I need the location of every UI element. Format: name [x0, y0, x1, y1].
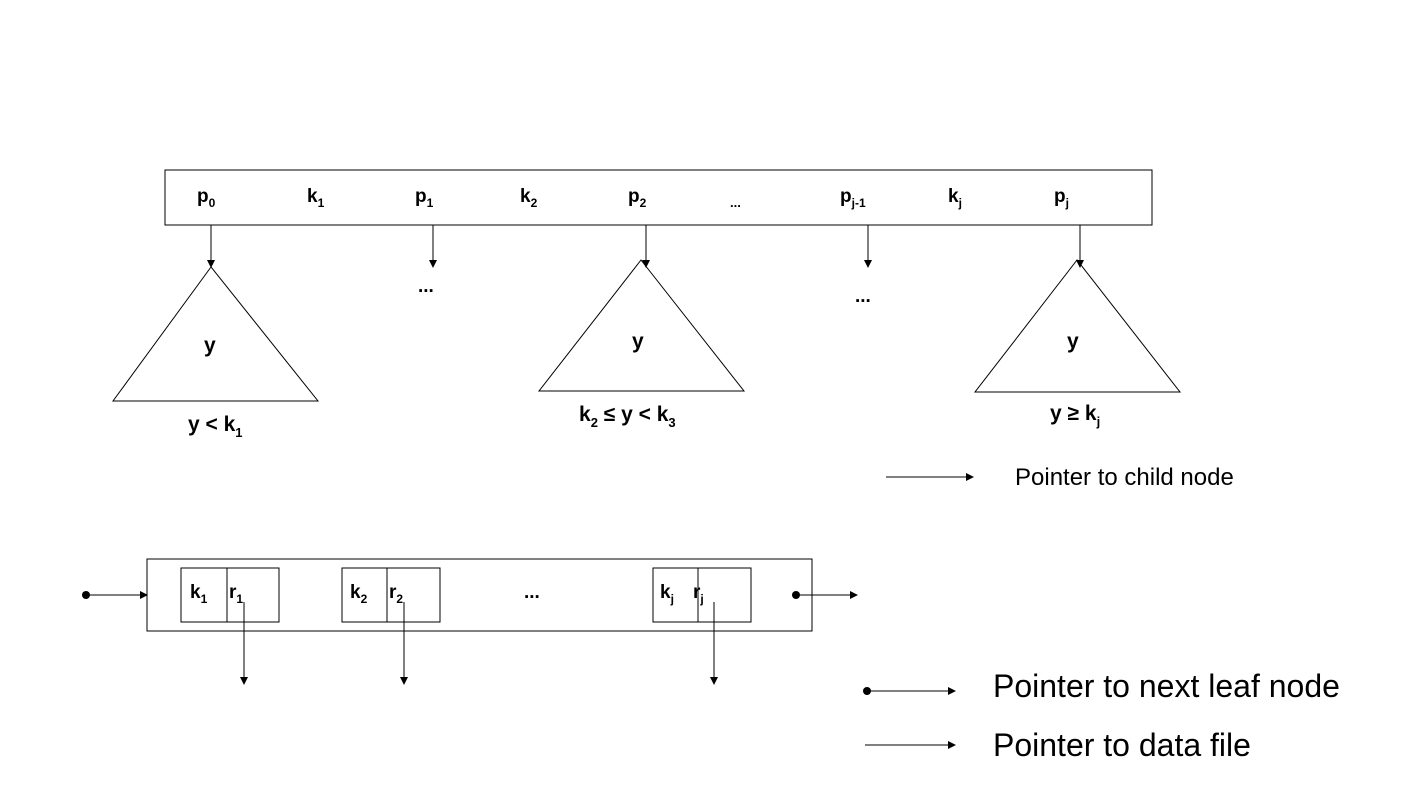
label-p2: p2	[628, 186, 647, 210]
leaf-cell-frame	[652, 567, 752, 623]
leaf-cell-1: k1 r1	[180, 567, 280, 685]
legend-data-file-pointer: Pointer to data file	[865, 727, 1251, 763]
subtree-triangle	[537, 259, 746, 392]
legend-child-label: Pointer to child node	[1015, 464, 1234, 491]
label-ellipsis: ...	[730, 195, 741, 210]
subtree-3: y y ≥ kj	[973, 259, 1182, 429]
internal-node-box	[164, 169, 1153, 226]
label-k1: k1	[307, 186, 325, 210]
leaf-key: kj	[660, 582, 674, 606]
label-pj-1: pj-1	[840, 186, 866, 210]
subtree-triangle	[112, 266, 320, 402]
legend-data-file-label: Pointer to data file	[993, 727, 1251, 763]
subtree-triangle	[973, 259, 1182, 393]
ellipsis-under-pj-1: ...	[855, 286, 871, 307]
subtree-inner-label: y	[1067, 330, 1079, 353]
legend-child-pointer: Pointer to child node	[886, 464, 1234, 491]
ellipsis-under-p1: ...	[418, 276, 434, 297]
leaf-node-box	[146, 558, 813, 632]
legend-next-leaf-label: Pointer to next leaf node	[993, 668, 1340, 704]
label-pj: pj	[1054, 186, 1069, 210]
subtree-condition: y ≥ kj	[1050, 402, 1100, 429]
leaf-key: k2	[350, 582, 368, 606]
leaf-cell-j: kj rj	[652, 567, 752, 685]
internal-node-labels: p0 k1 p1 k2 p2 ... pj-1 kj pj	[197, 186, 1069, 210]
incoming-leaf-dot	[82, 591, 90, 599]
subtree-condition: k2 ≤ y < k3	[579, 403, 676, 430]
legend-next-leaf-pointer: Pointer to next leaf node	[863, 668, 1340, 704]
subtree-condition: y < k1	[188, 413, 243, 440]
subtree-2: y k2 ≤ y < k3	[537, 259, 746, 430]
subtree-inner-label: y	[204, 334, 216, 357]
label-k2: k2	[520, 186, 538, 210]
leaf-record-ptr: r2	[389, 582, 403, 606]
subtree-inner-label: y	[632, 330, 644, 353]
leaf-ellipsis: ...	[524, 582, 540, 603]
leaf-cell-2: k2 r2	[341, 567, 441, 685]
leaf-key: k1	[190, 582, 208, 606]
label-p1: p1	[415, 186, 434, 210]
leaf-cell-frame	[180, 567, 280, 623]
child-pointer-arrows	[207, 225, 1084, 268]
label-kj: kj	[948, 186, 962, 210]
leaf-cell-frame	[341, 567, 441, 623]
leaf-record-ptr: rj	[693, 582, 704, 606]
label-p0: p0	[197, 186, 216, 210]
leaf-record-ptr: r1	[229, 582, 243, 606]
subtree-1: y y < k1	[112, 266, 320, 440]
